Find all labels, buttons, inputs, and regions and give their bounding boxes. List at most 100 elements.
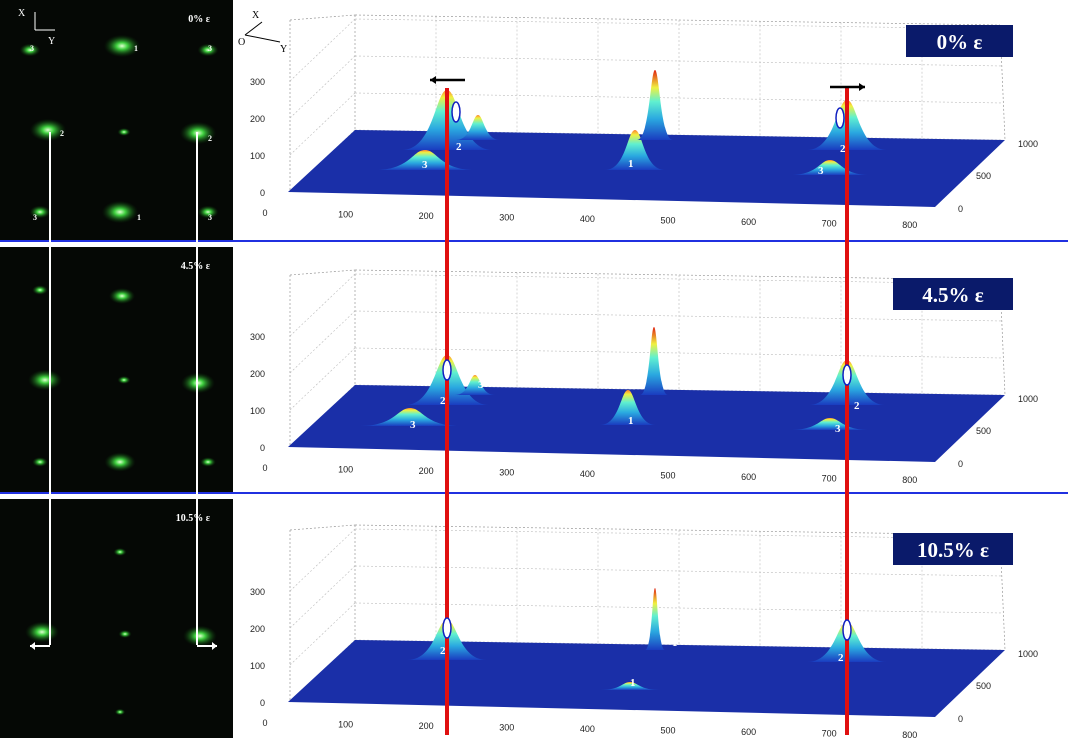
y-tick-label: 500: [976, 681, 991, 691]
z-tick-label: 100: [250, 661, 265, 671]
diffraction-spot: [32, 285, 48, 295]
diffraction-spot: [117, 376, 131, 384]
axis-glyph: [244, 34, 281, 43]
grid-line: [289, 528, 356, 592]
box-edge: [354, 524, 1001, 536]
grid-line: [289, 310, 356, 374]
x-tick-label: 700: [822, 219, 837, 229]
peak-label: 1: [628, 158, 634, 170]
box-edge: [354, 269, 1001, 281]
micrograph: [0, 499, 233, 738]
x-tick-label: 100: [338, 465, 353, 475]
peak-label: 1: [628, 415, 634, 427]
diffraction-spot: [28, 369, 62, 391]
y-tick-label: 0: [958, 204, 963, 214]
image-spot-label: 1: [137, 213, 141, 222]
grid-line: [354, 602, 1004, 614]
grid-line: [354, 310, 1004, 322]
x-tick-label: 100: [338, 210, 353, 220]
z-tick-label: 200: [250, 369, 265, 379]
box-edge: [289, 269, 356, 276]
diffraction-spot: [101, 200, 139, 224]
peak-marker: [842, 364, 852, 386]
strain-box: [893, 278, 1013, 310]
peak-label: 2: [854, 400, 860, 412]
axis-y-label: Y: [280, 44, 287, 55]
diffraction-spot: [32, 457, 48, 467]
diffraction-spot: [197, 205, 219, 219]
arrow-head: [430, 76, 436, 84]
peak-label: 3: [866, 125, 872, 137]
peak-label: 2: [440, 395, 446, 407]
z-tick-label: 100: [250, 151, 265, 161]
y-tick-label: 500: [976, 171, 991, 181]
grid-line: [354, 347, 1004, 359]
box-edge: [354, 14, 1001, 26]
peak-label: 2: [456, 141, 462, 153]
x-tick-label: 600: [741, 727, 756, 737]
x-tick-label: 400: [580, 214, 595, 224]
diffraction-spot: [200, 457, 216, 467]
arrow-head: [859, 83, 865, 91]
x-tick-label: 800: [902, 220, 917, 230]
image-strain-label: 0% ε: [188, 14, 211, 25]
x-tick-label: 0: [262, 718, 267, 728]
peak-label: 3: [818, 165, 824, 177]
axis-x-label: X: [252, 10, 260, 21]
z-tick-label: 0: [260, 188, 265, 198]
peak-label: 1: [672, 637, 678, 649]
strain-box: [906, 25, 1013, 57]
diffraction-spot: [113, 548, 127, 556]
image-axis-y: Y: [48, 36, 55, 47]
x-tick-label: 600: [741, 217, 756, 227]
plot-strain-label: 4.5% ε: [922, 283, 984, 307]
plot-strain-label: 10.5% ε: [917, 538, 989, 562]
grid-line: [289, 602, 356, 666]
diffraction-spot: [19, 43, 41, 57]
grid-line: [289, 92, 356, 156]
diffraction-spot: [25, 621, 59, 643]
peak-label: 3: [835, 423, 841, 435]
arrow-head: [30, 642, 35, 650]
grid-line: [354, 565, 1004, 577]
peak-marker: [451, 101, 461, 123]
peak-label: 1: [630, 677, 636, 689]
surface-peak: [375, 150, 475, 170]
surface-peak: [637, 70, 673, 140]
peak-marker: [442, 359, 452, 381]
z-tick-label: 100: [250, 406, 265, 416]
box-edge: [289, 14, 356, 21]
y-tick-label: 1000: [1018, 394, 1038, 404]
surface-peak: [600, 390, 656, 425]
surface-peak: [600, 682, 660, 690]
x-tick-label: 400: [580, 469, 595, 479]
image-spot-label: 3: [30, 44, 34, 53]
peak-label: 2: [440, 645, 446, 657]
surface-peak: [605, 130, 665, 170]
peak-label: 3: [488, 123, 494, 135]
grid-line: [289, 18, 356, 82]
z-tick-label: 300: [250, 77, 265, 87]
x-tick-label: 800: [902, 475, 917, 485]
arrow-head: [212, 642, 217, 650]
diffraction-spot: [183, 625, 217, 647]
diffraction-spot: [109, 288, 135, 304]
box-edge: [999, 24, 1006, 141]
box-edge: [999, 534, 1006, 651]
y-tick-label: 500: [976, 426, 991, 436]
x-tick-label: 400: [580, 724, 595, 734]
diffraction-spot: [104, 452, 136, 472]
peak-marker: [835, 107, 845, 129]
diffraction-spot: [29, 205, 51, 219]
x-tick-label: 100: [338, 720, 353, 730]
y-tick-label: 0: [958, 459, 963, 469]
peak-label: 3: [874, 383, 880, 395]
image-spot-label: 3: [208, 213, 212, 222]
diffraction-spot: [103, 34, 141, 58]
box-edge: [289, 524, 356, 531]
surface-peak: [645, 588, 665, 650]
grid-line: [354, 92, 1004, 104]
x-tick-label: 200: [419, 211, 434, 221]
image-axis-x: X: [18, 8, 26, 19]
